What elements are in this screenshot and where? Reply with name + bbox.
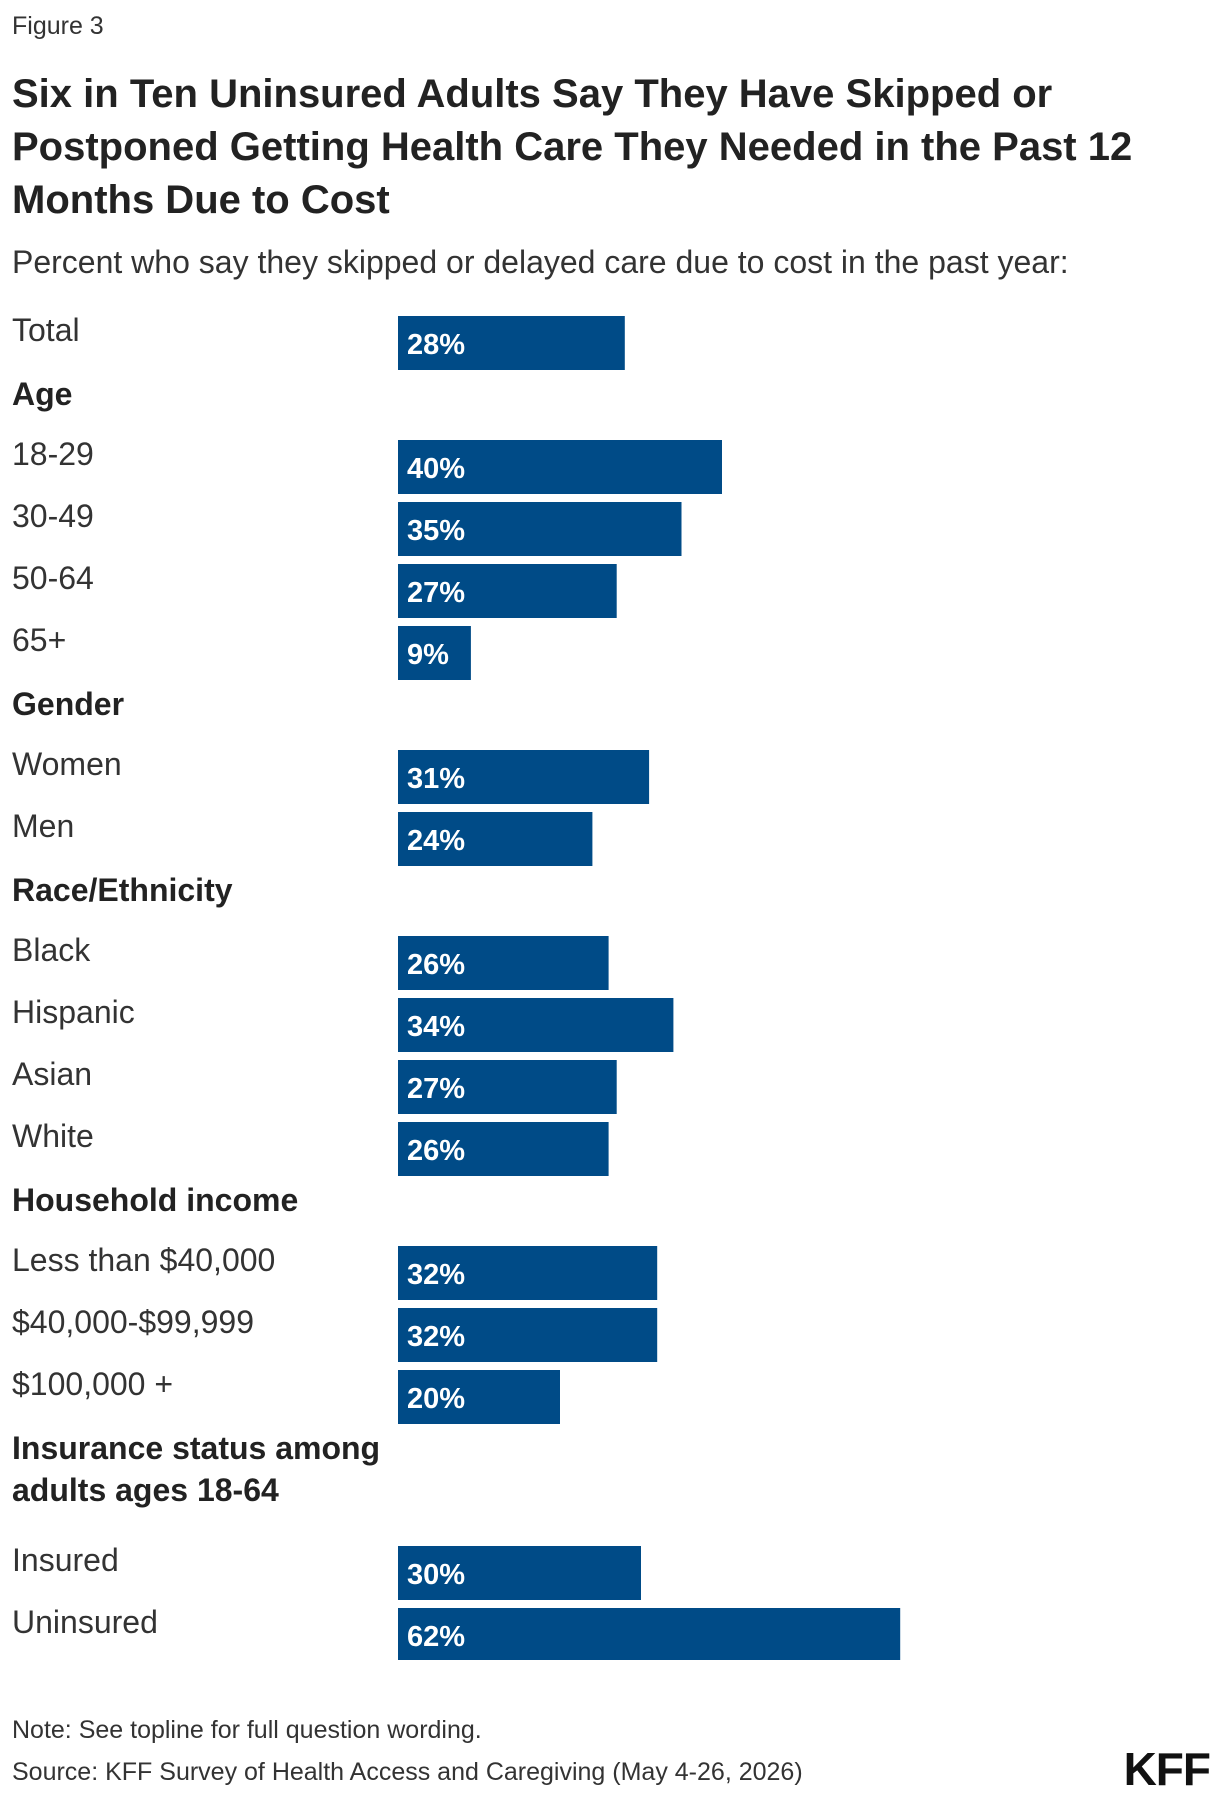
bar	[398, 998, 674, 1052]
category-label: $40,000-$99,999	[12, 1304, 254, 1340]
data-label: 35%	[407, 515, 465, 547]
section-label: Insurance status among adults ages 18-64	[12, 1430, 380, 1508]
bar	[398, 502, 682, 556]
chart-note: Note: See topline for full question word…	[12, 1716, 482, 1744]
bar-chart: Total 28% Age 18-29 40% 30-49 35% 50-64 27% 65+ 9%…	[12, 312, 901, 1660]
category-label: $100,000 +	[12, 1366, 173, 1402]
bar	[398, 750, 650, 804]
category-label: Uninsured	[12, 1604, 158, 1640]
data-label: 62%	[407, 1621, 465, 1653]
data-label: 28%	[407, 329, 465, 361]
category-label: 65+	[12, 622, 66, 658]
bar	[398, 440, 722, 494]
category-label: Hispanic	[12, 994, 135, 1030]
category-label: Insured	[12, 1542, 119, 1578]
data-label: 26%	[407, 949, 465, 981]
data-label: 24%	[407, 825, 465, 857]
category-label: Men	[12, 808, 74, 844]
bar	[398, 316, 625, 370]
kff-logo: KFF	[1123, 1743, 1211, 1795]
figure-label: Figure 3	[12, 12, 104, 40]
bar	[398, 1122, 609, 1176]
section-label: Household income	[12, 1182, 298, 1218]
data-label: 27%	[407, 1073, 465, 1105]
category-label: Asian	[12, 1056, 92, 1092]
bar	[398, 812, 593, 866]
chart-subtitle: Percent who say they skipped or delayed …	[12, 244, 1069, 280]
section-label: Age	[12, 376, 72, 412]
chart-title: Six in Ten Uninsured Adults Say They Hav…	[12, 72, 1133, 222]
bar	[398, 626, 471, 680]
data-label: 34%	[407, 1011, 465, 1043]
bar	[398, 1060, 617, 1114]
chart-source: Source: KFF Survey of Health Access and …	[12, 1758, 803, 1786]
category-label: Less than $40,000	[12, 1242, 275, 1278]
category-label: 50-64	[12, 560, 94, 596]
data-label: 31%	[407, 763, 465, 795]
category-label: Women	[12, 746, 122, 782]
bar	[398, 1370, 560, 1424]
data-label: 32%	[407, 1259, 465, 1291]
data-label: 9%	[407, 639, 449, 671]
data-label: 27%	[407, 577, 465, 609]
category-label: 18-29	[12, 436, 94, 472]
category-label: 30-49	[12, 498, 94, 534]
category-label: Total	[12, 312, 80, 348]
bar	[398, 1608, 901, 1660]
section-label: Race/Ethnicity	[12, 872, 233, 908]
data-label: 20%	[407, 1383, 465, 1415]
bar	[398, 936, 609, 990]
data-label: 26%	[407, 1135, 465, 1167]
category-label: Black	[12, 932, 91, 968]
bar	[398, 564, 617, 618]
category-label: White	[12, 1118, 94, 1154]
data-label: 30%	[407, 1559, 465, 1591]
data-label: 40%	[407, 453, 465, 485]
bar	[398, 1308, 658, 1362]
data-label: 32%	[407, 1321, 465, 1353]
section-label: Gender	[12, 686, 124, 722]
bar	[398, 1246, 658, 1300]
bar	[398, 1546, 641, 1600]
